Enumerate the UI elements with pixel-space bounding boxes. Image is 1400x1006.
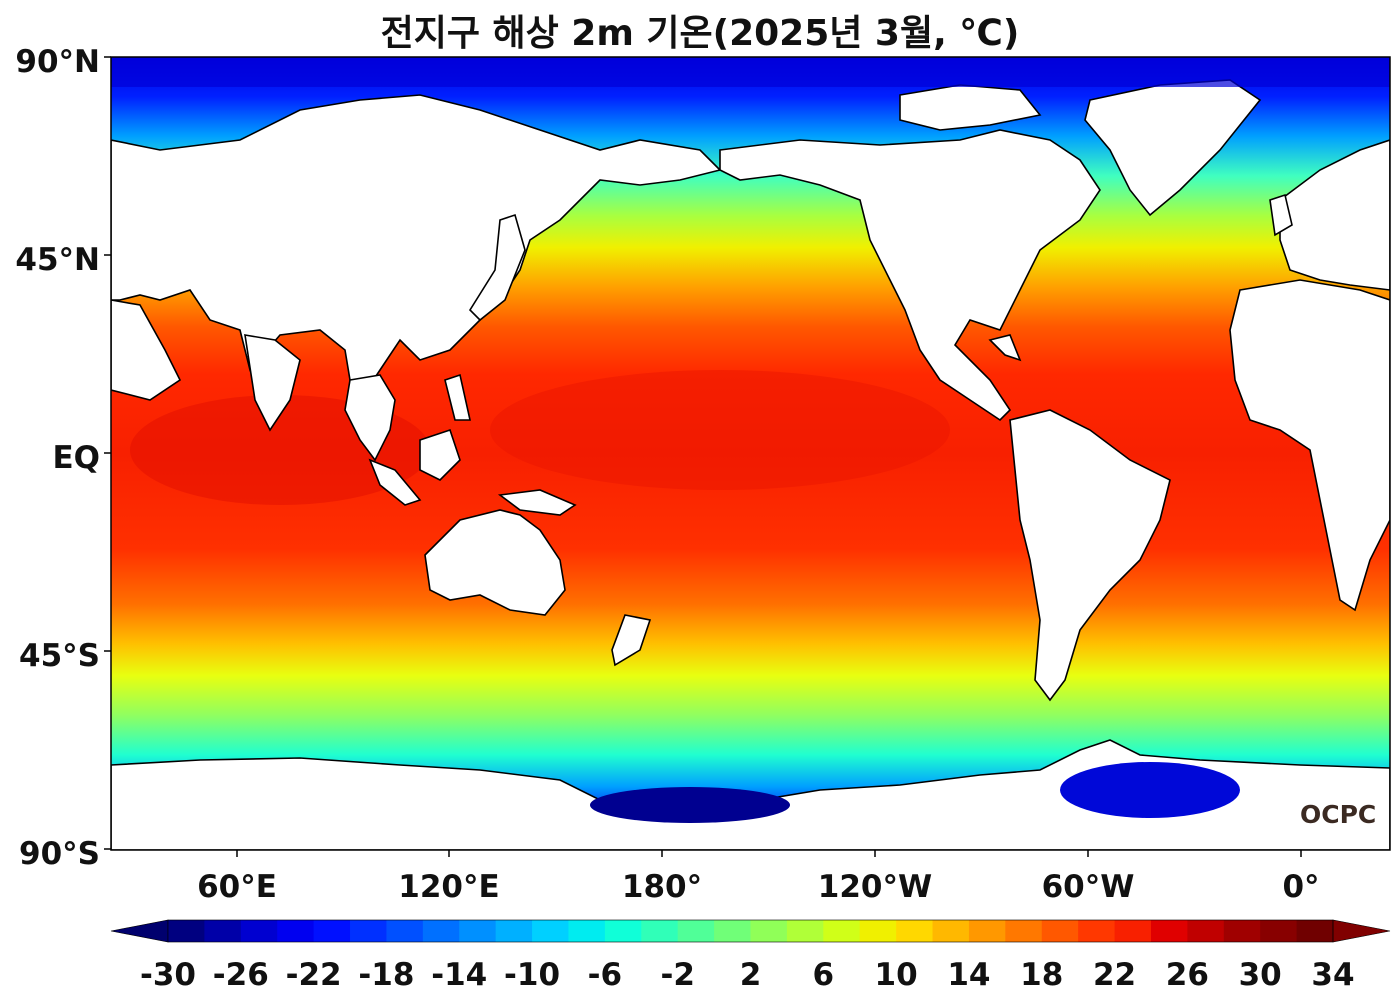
colorbar-segment <box>1078 920 1116 942</box>
land-philippines <box>444 373 471 421</box>
colorbar-segment <box>823 920 861 942</box>
colorbar-under-extend <box>110 919 169 943</box>
colorbar-segment <box>313 920 351 942</box>
colorbar: -30 -26 -22 -18 -14 -10 -6 -2 2 6 10 14 18 22 26 30 34 <box>110 919 1391 993</box>
colorbar-segment <box>422 920 460 942</box>
colorbar-segment <box>896 920 934 942</box>
colorbar-segment <box>532 920 569 942</box>
land-borneo <box>419 428 461 481</box>
latitude-axis: 90°N 45°N EQ 45°S 90°S <box>15 44 111 872</box>
colorbar-label: 2 <box>740 957 762 993</box>
colorbar-label: -18 <box>358 957 414 993</box>
colorbar-label: -10 <box>504 957 560 993</box>
land-japan <box>468 213 526 322</box>
colorbar-segment <box>604 920 642 942</box>
longitude-axis: 60°E 120°E 180° 120°W 60°W 0° <box>197 850 1320 905</box>
colorbar-label: 14 <box>947 957 990 993</box>
colorbar-segment <box>1041 920 1079 942</box>
colorbar-segment <box>1296 920 1334 942</box>
colorbar-label: 18 <box>1020 957 1063 993</box>
colorbar-label: -2 <box>660 957 694 993</box>
cold-ross-sea <box>590 787 790 823</box>
lon-label-120e: 120°E <box>398 869 499 905</box>
colorbar-segment <box>1187 920 1225 942</box>
colorbar-label: 22 <box>1093 957 1136 993</box>
land-new-zealand <box>611 614 652 667</box>
colorbar-segment <box>859 920 897 942</box>
colorbar-segment <box>1005 920 1043 942</box>
colorbar-label: 30 <box>1239 957 1282 993</box>
colorbar-segment <box>204 920 242 942</box>
land-arabia <box>111 299 182 401</box>
land-new-guinea <box>497 489 577 516</box>
land-europe <box>1279 139 1390 291</box>
colorbar-label: 6 <box>813 957 835 993</box>
colorbar-label: 26 <box>1166 957 1209 993</box>
colorbar-label: -30 <box>140 957 196 993</box>
colorbar-segment <box>641 920 679 942</box>
land-australia <box>424 509 566 616</box>
colorbar-label: -26 <box>213 957 269 993</box>
lat-label-45n: 45°N <box>15 242 100 278</box>
land-masses <box>111 79 1390 850</box>
warm-pool-pacific <box>490 370 950 490</box>
lat-label-eq: EQ <box>52 440 100 476</box>
land-africa <box>1229 279 1390 612</box>
ocpc-logo: OCPC <box>1300 800 1376 829</box>
colorbar-label: -6 <box>588 957 622 993</box>
colorbar-label: 10 <box>875 957 918 993</box>
cold-arctic <box>111 57 1390 87</box>
lat-label-45s: 45°S <box>19 638 100 674</box>
lon-label-60e: 60°E <box>197 869 277 905</box>
colorbar-segment <box>786 920 824 942</box>
colorbar-segment <box>968 920 1006 942</box>
land-caribbean <box>988 334 1022 362</box>
land-india <box>244 334 301 432</box>
colorbar-segment <box>350 920 387 942</box>
colorbar-segment <box>1260 920 1298 942</box>
logo-text: OCPC <box>1300 800 1376 829</box>
colorbar-segment <box>277 920 315 942</box>
lat-label-90n: 90°N <box>15 44 100 80</box>
colorbar-segment <box>568 920 606 942</box>
lon-label-180: 180° <box>622 869 702 905</box>
lon-label-120w: 120°W <box>818 869 932 905</box>
colorbar-segment <box>240 920 278 942</box>
colorbar-segment <box>1150 920 1188 942</box>
colorbar-segment <box>1223 920 1261 942</box>
land-south-america <box>1009 409 1171 702</box>
colorbar-label: 34 <box>1311 957 1354 993</box>
cold-weddell-sea <box>1060 762 1240 818</box>
land-sumatra <box>368 458 422 506</box>
colorbar-segment <box>677 920 715 942</box>
colorbar-segment <box>714 920 751 942</box>
colorbar-segment <box>168 920 205 942</box>
land-north-america <box>719 129 1101 422</box>
lon-label-0: 0° <box>1282 869 1319 905</box>
lon-label-60w: 60°W <box>1042 869 1135 905</box>
colorbar-segment <box>459 920 497 942</box>
colorbar-segment <box>386 920 424 942</box>
land-antarctica <box>111 739 1390 850</box>
colorbar-segment <box>1114 920 1152 942</box>
land-indochina <box>344 374 396 462</box>
map-panel <box>111 57 1390 850</box>
land-uk <box>1269 193 1293 237</box>
colorbar-label: -14 <box>431 957 487 993</box>
colorbar-label: -22 <box>286 957 342 993</box>
lat-label-90s: 90°S <box>19 836 100 872</box>
colorbar-segment <box>750 920 788 942</box>
colorbar-segment <box>495 920 533 942</box>
map-title: 전지구 해상 2m 기온(2025년 3월, ℃) <box>380 13 1020 54</box>
colorbar-segment <box>932 920 970 942</box>
colorbar-outline <box>167 919 1334 943</box>
colorbar-over-extend <box>1332 919 1391 943</box>
